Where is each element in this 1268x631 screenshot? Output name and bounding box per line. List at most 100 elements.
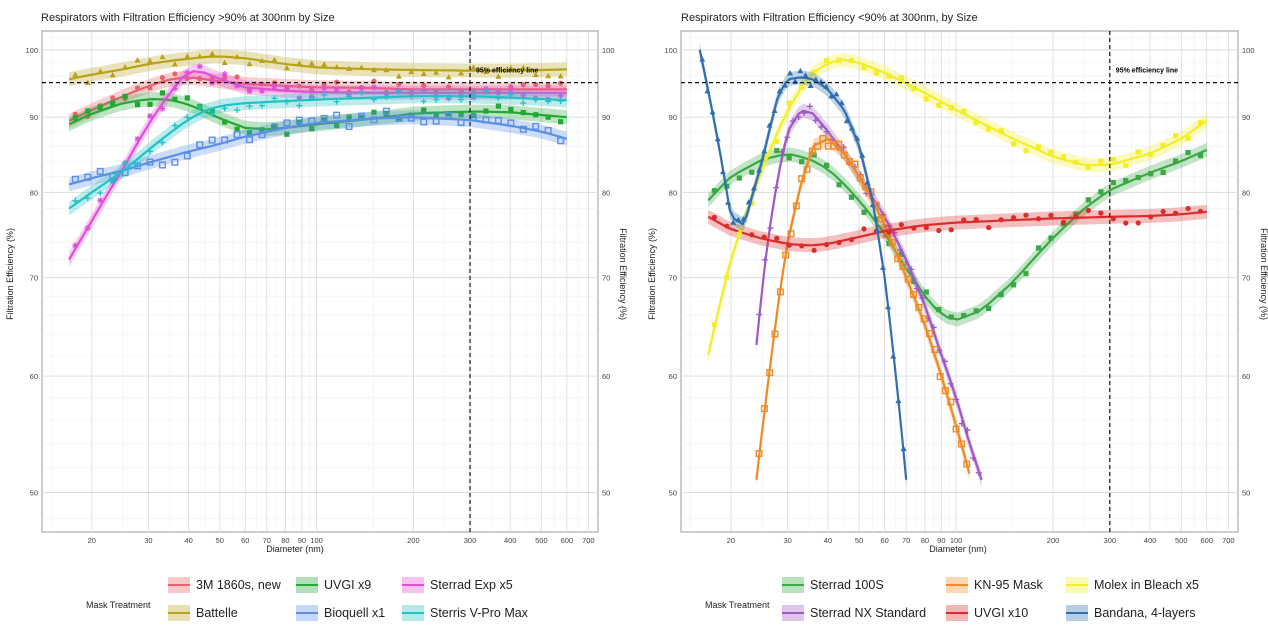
data-point [420, 87, 427, 94]
y-tick-label-right: 100 [1242, 46, 1255, 55]
data-point [520, 82, 526, 88]
y-tick-label: 80 [669, 188, 677, 197]
data-point [421, 82, 427, 89]
data-point [557, 72, 564, 79]
data-point [879, 264, 886, 270]
data-point [773, 184, 780, 191]
data-point [910, 290, 918, 298]
legend-item: Sterris V-Pro Max [402, 605, 529, 621]
data-point [925, 315, 932, 322]
data-point [869, 201, 876, 208]
data-point [85, 108, 91, 114]
legend-label: UVGI x9 [324, 578, 371, 592]
x-axis-label: Diameter (nm) [929, 544, 987, 554]
data-point [823, 83, 830, 89]
data-point [776, 288, 784, 296]
y-tick-label-right: 70 [1242, 274, 1250, 283]
data-point [829, 136, 836, 143]
data-point [159, 90, 166, 96]
data-point [495, 103, 501, 109]
data-point [271, 95, 278, 102]
data-point [507, 91, 514, 98]
data-point [807, 82, 814, 88]
legend-label: Sterrad Exp x5 [430, 578, 513, 592]
data-point [787, 69, 794, 76]
data-point [333, 98, 340, 105]
data-point [998, 291, 1004, 298]
data-point [843, 117, 850, 124]
data-point [358, 85, 365, 92]
data-point [283, 119, 291, 127]
data-point [899, 262, 907, 270]
x-tick-label: 90 [937, 536, 945, 545]
data-point [370, 84, 377, 91]
data-point [271, 83, 278, 90]
data-point [146, 113, 153, 120]
data-point [557, 98, 564, 105]
data-point [1098, 158, 1104, 164]
data-point [445, 111, 453, 119]
data-point [134, 57, 141, 63]
data-point [836, 57, 842, 63]
data-point [771, 330, 779, 338]
data-point [271, 123, 278, 129]
data-point [432, 117, 440, 125]
data-point [458, 70, 465, 76]
data-point [781, 82, 788, 88]
x-tick-label: 20 [88, 536, 96, 545]
legend-title: Mask Treatment [705, 600, 770, 610]
legend-label: Battelle [196, 606, 238, 620]
data-point [848, 237, 855, 243]
data-point [963, 460, 971, 468]
data-point [986, 305, 992, 311]
data-point [828, 93, 835, 99]
data-point [209, 110, 216, 117]
data-point [1085, 207, 1091, 214]
data-point [711, 188, 717, 194]
data-point [941, 387, 949, 395]
y-tick-label-right: 100 [602, 46, 615, 55]
data-point [784, 134, 791, 141]
confidence-band [69, 92, 567, 137]
data-point [234, 74, 240, 80]
legend-label: Sterris V-Pro Max [430, 606, 529, 620]
data-point [766, 369, 774, 377]
series-line [68, 95, 567, 210]
data-point [494, 116, 502, 124]
data-point [234, 53, 241, 60]
data-point [122, 93, 128, 99]
data-point [790, 118, 797, 125]
data-point [184, 95, 190, 101]
data-point [171, 61, 178, 67]
data-point [782, 251, 790, 259]
data-point [259, 127, 265, 133]
data-point [925, 330, 933, 338]
data-point [920, 315, 928, 323]
data-point [911, 278, 917, 285]
data-point [749, 169, 755, 175]
data-point [711, 322, 717, 328]
data-point [507, 119, 515, 127]
data-point [258, 131, 266, 139]
x-tick-label: 700 [582, 536, 595, 545]
data-point [750, 185, 757, 191]
data-point [936, 102, 942, 108]
data-point [888, 238, 896, 246]
data-point [975, 469, 982, 476]
data-point [134, 101, 141, 108]
legend-label: KN-95 Mask [974, 578, 1044, 592]
data-point [1173, 210, 1179, 216]
x-tick-label: 500 [535, 536, 548, 545]
data-point [370, 66, 377, 73]
legend-label: 3M 1860s, new [196, 578, 282, 592]
data-point [433, 69, 440, 75]
data-point [197, 76, 203, 82]
data-point [345, 122, 353, 130]
x-tick-label: 70 [902, 536, 910, 545]
x-tick-label: 400 [1144, 536, 1157, 545]
data-point [395, 88, 402, 95]
data-point [864, 179, 871, 185]
data-point [283, 98, 290, 105]
x-tick-label: 70 [263, 536, 271, 545]
data-point [819, 135, 827, 143]
